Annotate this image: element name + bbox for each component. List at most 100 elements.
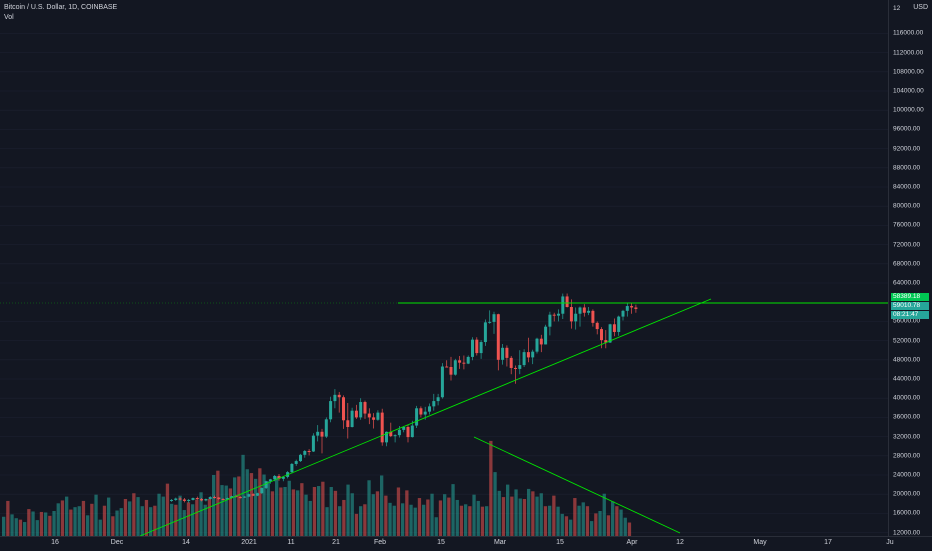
- volume-bar: [342, 499, 346, 536]
- candle-body: [565, 296, 569, 307]
- candle-body: [406, 427, 410, 438]
- candle-body: [574, 313, 578, 322]
- candle-body: [587, 310, 591, 313]
- price-tick-label: 92000.00: [893, 145, 921, 153]
- current-price-tag: 58389.18: [891, 293, 929, 301]
- candle-body: [492, 314, 496, 322]
- volume-bar: [312, 487, 317, 536]
- date-label: 2021: [241, 539, 257, 546]
- date-label: 14: [182, 539, 190, 546]
- volume-bar: [81, 500, 86, 536]
- candle-body: [213, 497, 216, 499]
- volume-bar: [119, 508, 123, 536]
- candle-body: [303, 451, 307, 455]
- price-axis-top-partial: 12: [893, 5, 901, 12]
- volume-bar: [283, 487, 287, 536]
- volume-bar: [195, 499, 199, 536]
- volume-bar: [459, 505, 464, 536]
- candle-body: [359, 402, 363, 418]
- candle-body: [604, 340, 608, 343]
- price-tick-label: 108000.00: [893, 68, 924, 76]
- volume-bar: [497, 490, 501, 536]
- candle-body: [557, 313, 560, 316]
- candle-body: [440, 366, 444, 398]
- volume-bar: [598, 511, 602, 536]
- volume-bar: [627, 522, 632, 536]
- candle-body: [475, 339, 479, 354]
- candle-body: [522, 352, 526, 366]
- candle-body: [281, 476, 285, 479]
- candle-body: [419, 408, 423, 415]
- price-tick-label: 20000.00: [893, 490, 921, 498]
- volume-bar: [153, 505, 157, 536]
- volume-bar: [506, 484, 510, 536]
- price-tag-secondary: 59010.78: [891, 302, 929, 310]
- volume-bar: [573, 498, 577, 536]
- candle-body: [608, 324, 612, 343]
- candle-body: [200, 499, 204, 501]
- price-tick-label: 116000.00: [893, 29, 924, 37]
- volume-bar: [531, 491, 535, 536]
- candle-body: [363, 402, 367, 414]
- candle-body: [324, 419, 328, 437]
- date-label: 21: [332, 539, 340, 546]
- volume-bar: [590, 521, 594, 536]
- volume-bar: [522, 499, 527, 536]
- ascending-support-trendline[interactable]: [139, 298, 712, 537]
- price-tick-label: 68000.00: [893, 260, 921, 268]
- candle-body: [544, 326, 548, 345]
- volume-bar: [585, 506, 590, 536]
- volume-bar: [434, 517, 438, 536]
- candle-body: [488, 321, 492, 323]
- candle-body: [634, 307, 638, 309]
- volume-bar: [128, 501, 132, 536]
- price-axis[interactable]: 12 USD 116000.00 112000.00 108000.00 104000…: [888, 0, 932, 536]
- volume-descending-trendline[interactable]: [473, 436, 681, 534]
- candle-body: [428, 406, 431, 412]
- candle-body: [307, 451, 311, 452]
- volume-bar: [102, 505, 107, 536]
- candle-body: [591, 310, 595, 323]
- volume-bar: [447, 497, 451, 536]
- volume-bar: [468, 506, 472, 536]
- price-tick-label: 96000.00: [893, 125, 921, 133]
- volume-bar: [392, 505, 396, 536]
- time-axis[interactable]: 16 Dec 14 2021 11 21 Feb 15 Mar 15 Apr 12 May 17 Ju: [0, 536, 932, 551]
- volume-bar: [556, 506, 560, 536]
- price-tick-label: 12000.00: [893, 529, 921, 537]
- candle-body: [329, 401, 333, 420]
- date-label: Ju: [886, 539, 894, 546]
- currency-label[interactable]: USD: [913, 4, 928, 11]
- candle-body: [230, 496, 234, 499]
- candle-body: [535, 338, 539, 352]
- volume-bar: [359, 506, 363, 536]
- volume-bar: [527, 488, 531, 536]
- volume-bar: [228, 488, 233, 536]
- symbol-legend-title[interactable]: Bitcoin / U.S. Dollar, 1D, COINBASE: [4, 4, 118, 11]
- candle-body: [208, 497, 212, 499]
- candle-body: [243, 496, 247, 498]
- volume-bar: [199, 492, 203, 536]
- volume-bar: [90, 503, 94, 536]
- volume-bar: [581, 502, 585, 536]
- candle-body: [316, 431, 320, 436]
- volume-bar: [296, 490, 300, 536]
- volume-bar: [405, 490, 409, 536]
- volume-bar: [27, 509, 31, 536]
- volume-legend-label[interactable]: Vol: [4, 14, 14, 21]
- volume-bar: [363, 504, 367, 536]
- candle-body: [389, 431, 393, 437]
- candle-body: [458, 360, 462, 363]
- volume-bar: [329, 487, 333, 536]
- volume-bar: [52, 511, 56, 536]
- price-tick-label: 32000.00: [893, 433, 921, 441]
- volume-bar: [476, 500, 480, 536]
- candle-body: [187, 499, 191, 501]
- volume-bar: [60, 500, 65, 536]
- volume-bar: [31, 511, 35, 536]
- volume-bar: [417, 498, 422, 536]
- volume-bar: [396, 487, 401, 536]
- date-label: 15: [437, 539, 445, 546]
- date-label: Feb: [373, 539, 387, 546]
